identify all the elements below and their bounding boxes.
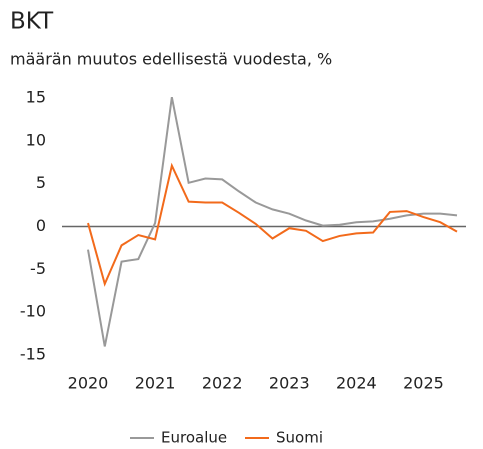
y-tick-label: 5 xyxy=(36,173,46,192)
series-line xyxy=(87,96,458,347)
chart-subtitle: määrän muutos edellisestä vuodesta, % xyxy=(10,50,332,69)
y-tick-label: -15 xyxy=(20,345,46,364)
y-tick-label: 10 xyxy=(26,130,46,149)
x-tick-label: 2024 xyxy=(336,374,377,393)
legend-label: Suomi xyxy=(276,429,323,447)
x-tick-label: 2020 xyxy=(68,374,109,393)
legend-label: Euroalue xyxy=(161,429,227,447)
y-tick-label: -5 xyxy=(30,259,46,278)
y-tick-label: 0 xyxy=(36,216,46,235)
series-line xyxy=(87,162,458,287)
y-tick-label: -10 xyxy=(20,302,46,321)
y-tick-label: 15 xyxy=(26,88,46,107)
x-tick-label: 2022 xyxy=(202,374,243,393)
x-tick-label: 2021 xyxy=(135,374,176,393)
x-tick-label: 2025 xyxy=(403,374,444,393)
x-tick-label: 2023 xyxy=(269,374,310,393)
chart-title: BKT xyxy=(10,9,54,35)
